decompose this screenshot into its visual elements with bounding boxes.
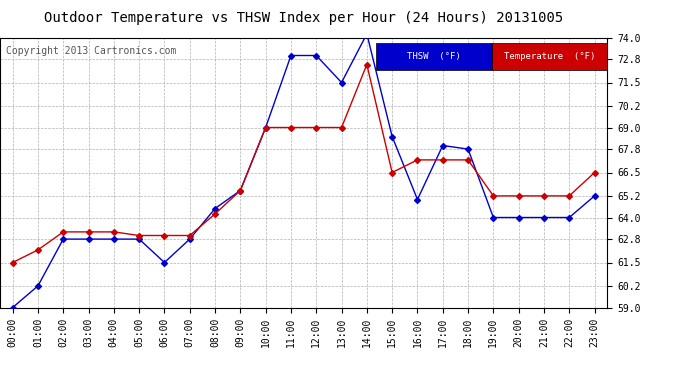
Text: Copyright 2013 Cartronics.com: Copyright 2013 Cartronics.com <box>6 46 177 56</box>
FancyBboxPatch shape <box>377 43 492 70</box>
Text: Outdoor Temperature vs THSW Index per Hour (24 Hours) 20131005: Outdoor Temperature vs THSW Index per Ho… <box>44 11 563 25</box>
Text: Temperature  (°F): Temperature (°F) <box>504 52 595 61</box>
FancyBboxPatch shape <box>492 43 607 70</box>
Text: THSW  (°F): THSW (°F) <box>407 52 461 61</box>
